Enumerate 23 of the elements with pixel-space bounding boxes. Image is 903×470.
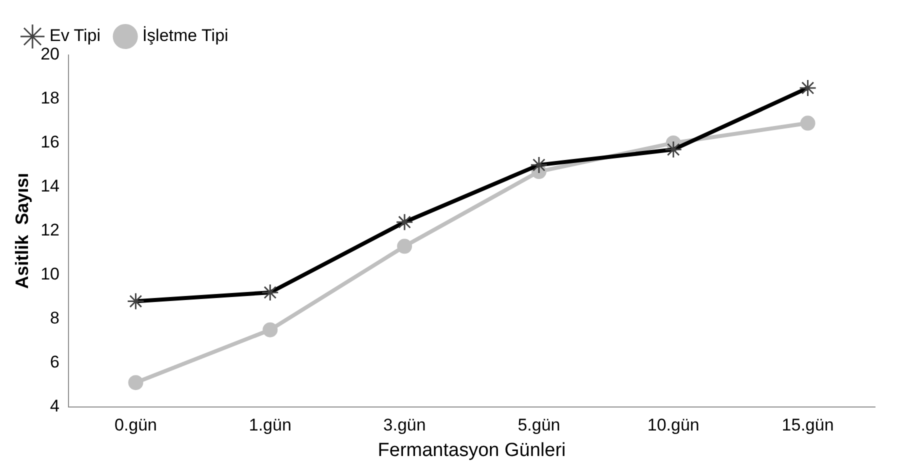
point (262, 322, 278, 338)
y-tick-label: 4 (50, 396, 60, 416)
y-tick-label: 10 (40, 264, 60, 284)
y-tick-label: 16 (40, 132, 60, 152)
y-tick-label: 8 (50, 308, 60, 328)
y-tick-label: 18 (40, 88, 60, 108)
x-tick-label: 0.gün (114, 416, 157, 435)
y-tick-label: 12 (40, 220, 60, 240)
legend-label: İşletme Tipi (142, 26, 228, 46)
x-tick-label: 5.gün (518, 416, 560, 435)
x-tick-label: 15.gün (782, 416, 834, 435)
point (800, 116, 816, 131)
y-tick-label: 6 (50, 352, 60, 372)
point (128, 375, 144, 390)
x-tick-label: 3.gün (383, 416, 426, 435)
x-tick-label: 1.gün (248, 416, 292, 435)
x-tick-label: 10.gün (647, 416, 700, 435)
x-axis-title: Fermantasyon Günleri (378, 440, 566, 461)
point (397, 238, 412, 254)
y-tick-label: 14 (40, 176, 60, 196)
y-axis-title: Asitlik Sayısı (12, 172, 32, 289)
y-tick-label: 20 (40, 44, 60, 64)
legend-label: Ev Tipi (50, 26, 101, 46)
